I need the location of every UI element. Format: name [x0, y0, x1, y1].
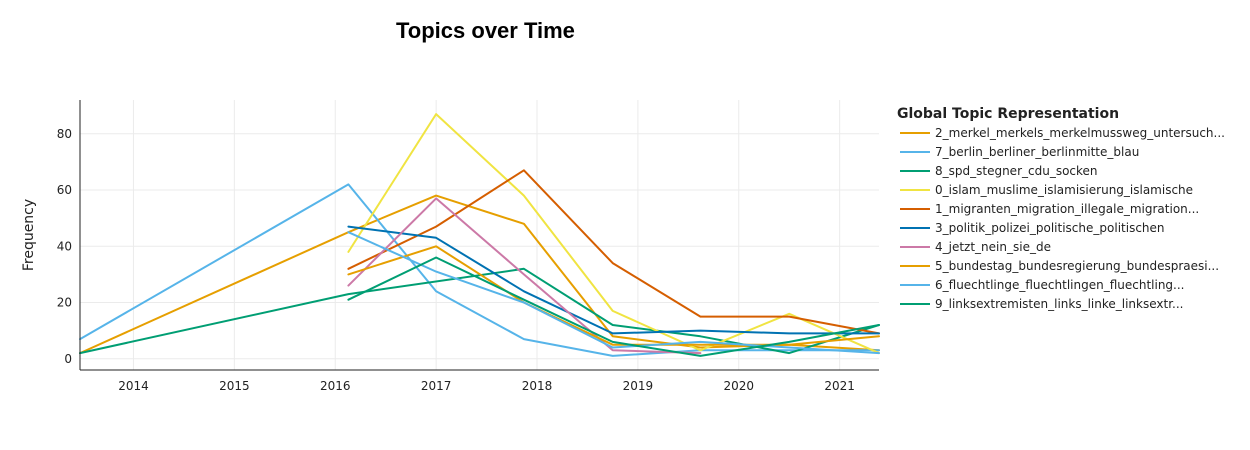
series-line-6[interactable] — [347, 197, 702, 355]
legend-item-label[interactable]: 4_jetzt_nein_sie_de — [935, 240, 1051, 254]
legend: Global Topic Representation 2_merkel_mer… — [897, 106, 1225, 311]
x-tick-label: 2020 — [723, 379, 754, 393]
x-tick-label: 2017 — [421, 379, 452, 393]
legend-item-label[interactable]: 6_fluechtlinge_fluechtlingen_fluechtling… — [935, 278, 1185, 292]
y-axis-label: Frequency — [21, 199, 37, 271]
chart-title: Topics over Time — [396, 18, 575, 43]
legend-item-label[interactable]: 5_bundestag_bundesregierung_bundespraesi… — [935, 259, 1219, 273]
y-tick-label: 80 — [57, 127, 72, 141]
legend-item-label[interactable]: 3_politik_polizei_politische_politischen — [935, 221, 1165, 235]
axes-layer — [79, 100, 879, 371]
x-tick-label: 2014 — [118, 379, 149, 393]
series-line-8[interactable] — [347, 231, 880, 355]
x-tick-label: 2021 — [824, 379, 855, 393]
legend-item-label[interactable]: 7_berlin_berliner_berlinmitte_blau — [935, 145, 1139, 159]
x-tick-label: 2018 — [522, 379, 553, 393]
series-line-9[interactable] — [347, 256, 880, 357]
legend-title: Global Topic Representation — [897, 106, 1119, 122]
y-tick-label: 40 — [57, 239, 72, 253]
legend-item-label[interactable]: 1_migranten_migration_illegale_migration… — [935, 202, 1199, 216]
y-tick-label: 0 — [64, 352, 72, 366]
x-tick-label: 2019 — [623, 379, 654, 393]
legend-item-label[interactable]: 8_spd_stegner_cdu_socken — [935, 164, 1098, 178]
x-tick-label: 2015 — [219, 379, 250, 393]
series-line-4[interactable] — [347, 169, 880, 335]
x-tick-labels: 2014 2015 2016 2017 2018 2019 2020 2021 — [118, 379, 855, 393]
series-line-7[interactable] — [347, 245, 880, 346]
y-tick-label: 60 — [57, 183, 72, 197]
series-line-5[interactable] — [347, 225, 880, 335]
y-tick-label: 20 — [57, 296, 72, 310]
grid-layer — [80, 100, 879, 370]
series-layer — [79, 113, 880, 357]
legend-item-label[interactable]: 2_merkel_merkels_merkelmussweg_untersuch… — [935, 126, 1225, 140]
legend-item-label[interactable]: 0_islam_muslime_islamisierung_islamische — [935, 183, 1193, 197]
legend-item-label[interactable]: 9_linksextremisten_links_linke_linksextr… — [935, 297, 1184, 311]
y-tick-labels: 0 20 40 60 80 — [57, 127, 72, 366]
series-line-3[interactable] — [347, 113, 880, 355]
series-line-2[interactable] — [79, 267, 880, 355]
x-tick-label: 2016 — [320, 379, 351, 393]
